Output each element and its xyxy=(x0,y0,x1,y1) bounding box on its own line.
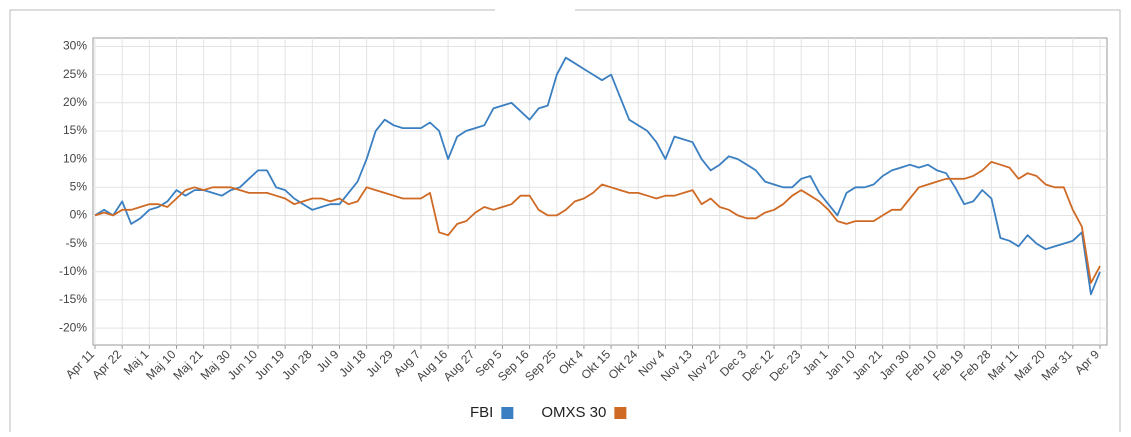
y-tick-label: 5% xyxy=(70,179,88,193)
x-tick-label: Jul 18 xyxy=(336,347,369,380)
y-tick-label: -10% xyxy=(59,264,87,278)
x-tick-label: Feb 28 xyxy=(957,347,994,384)
legend-swatch xyxy=(501,407,514,419)
x-tick-label: Okt 15 xyxy=(578,347,613,382)
x-tick-label: Jun 10 xyxy=(225,347,261,383)
x-tick-label: Apr 22 xyxy=(89,347,124,382)
x-tick-label: Apr 9 xyxy=(1072,347,1102,377)
series-line xyxy=(94,56,1101,296)
legend: FBI OMXS 30 xyxy=(470,404,627,421)
y-tick-label: -5% xyxy=(66,236,88,250)
x-tick-label: Maj 21 xyxy=(170,347,206,383)
x-tick-label: Jan 10 xyxy=(822,347,858,383)
x-tick-label: Jun 19 xyxy=(252,347,288,383)
x-tick-label: Mar 31 xyxy=(1039,347,1076,384)
x-tick-label: Aug 27 xyxy=(441,347,478,384)
y-tick-label: 20% xyxy=(63,95,87,109)
x-tick-label: Jun 28 xyxy=(279,347,315,383)
y-tick-label: 25% xyxy=(63,67,87,81)
y-tick-label: 30% xyxy=(63,39,87,53)
x-tick-label: Jul 29 xyxy=(363,347,396,380)
lines xyxy=(94,56,1101,296)
plot-frame xyxy=(92,37,1108,346)
x-tick-label: Jan 21 xyxy=(849,347,885,383)
y-tick-label: 10% xyxy=(63,151,87,165)
x-tick-label: Sep 25 xyxy=(522,347,559,384)
x-tick-label: Dec 23 xyxy=(767,347,804,384)
x-tick-label: Maj 30 xyxy=(198,347,234,383)
x-tick-label: Okt 24 xyxy=(605,347,640,382)
x-tick-label: Maj 10 xyxy=(143,347,179,383)
legend-label: OMXS 30 xyxy=(541,404,606,421)
x-tick-label: Nov 22 xyxy=(685,347,722,384)
y-tick-label: -20% xyxy=(59,320,87,334)
grid xyxy=(93,38,1107,345)
series-line xyxy=(94,161,1101,284)
legend-swatch xyxy=(614,407,627,419)
panel-border xyxy=(9,9,1121,432)
y-tick-label: 0% xyxy=(70,208,88,222)
y-tick-label: 15% xyxy=(63,123,87,137)
legend-label: FBI xyxy=(470,404,493,421)
y-tick-label: -15% xyxy=(59,292,87,306)
